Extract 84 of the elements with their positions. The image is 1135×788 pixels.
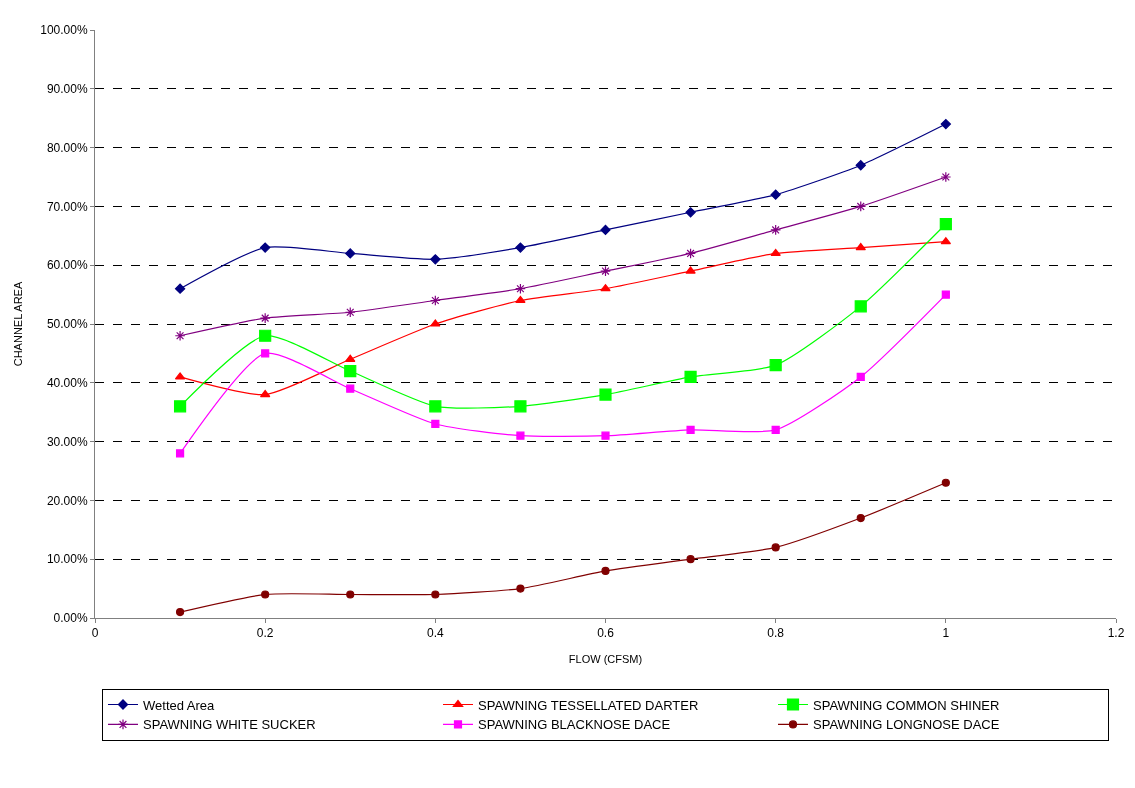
point	[345, 354, 356, 362]
point	[940, 118, 951, 130]
point	[940, 171, 952, 183]
point	[515, 283, 526, 295]
y-tick-label: 50.00%	[46, 317, 88, 332]
point	[770, 248, 781, 257]
legend-label: SPAWNING WHITE SUCKER	[143, 717, 316, 733]
y-tick-label: 30.00%	[46, 434, 88, 449]
point	[769, 359, 782, 372]
point	[601, 431, 610, 440]
point	[430, 254, 441, 265]
point	[855, 242, 866, 251]
point	[685, 248, 696, 259]
point	[856, 372, 865, 382]
x-tick-label: 0.6	[597, 626, 615, 641]
point	[770, 224, 782, 236]
y-tick-label: 80.00%	[46, 140, 88, 155]
x-tick-label: 0.2	[256, 626, 274, 641]
point	[173, 400, 187, 413]
point	[261, 590, 270, 599]
point	[344, 306, 356, 318]
y-tick-label: 40.00%	[46, 376, 88, 390]
point	[939, 217, 952, 231]
y-axis-title: CHANNEL AREA	[11, 281, 24, 367]
y-tick-label: 60.00%	[46, 258, 88, 273]
point	[684, 370, 697, 384]
x-tick-label: 0.8	[767, 626, 785, 641]
point	[941, 290, 950, 299]
point	[259, 329, 272, 342]
point	[431, 590, 440, 599]
legend-label: SPAWNING BLACKNOSE DACE	[478, 717, 671, 733]
point	[345, 248, 356, 259]
point	[771, 425, 780, 434]
point	[516, 431, 525, 440]
point	[855, 201, 867, 212]
point	[259, 389, 271, 398]
x-axis-title: FLOW (CFSM)	[568, 652, 643, 665]
point	[514, 400, 527, 413]
point	[941, 478, 950, 487]
y-tick-label: 20.00%	[46, 493, 88, 508]
point	[344, 364, 357, 378]
point	[685, 207, 696, 218]
legend-label: SPAWNING TESSELLATED DARTER	[478, 697, 699, 713]
point	[430, 319, 441, 327]
x-tick-label: 1.2	[1107, 626, 1125, 641]
point	[515, 295, 526, 304]
point	[429, 400, 442, 413]
point	[260, 242, 271, 253]
point	[600, 224, 611, 236]
point	[516, 584, 525, 593]
point	[854, 300, 867, 313]
y-tick-label: 10.00%	[46, 552, 88, 567]
point	[261, 349, 270, 358]
point	[346, 384, 355, 393]
point	[686, 555, 695, 564]
point	[600, 265, 611, 277]
point	[346, 590, 355, 599]
point	[601, 566, 610, 576]
point	[174, 283, 186, 294]
y-tick-label: 100.00%	[40, 23, 88, 38]
point	[771, 543, 780, 552]
point	[686, 425, 695, 434]
y-tick-label: 0.00%	[53, 611, 88, 626]
point	[429, 295, 441, 306]
y-tick-label: 90.00%	[46, 82, 88, 96]
point	[685, 266, 696, 274]
point	[259, 312, 271, 324]
point	[855, 160, 866, 171]
point	[431, 419, 440, 429]
point	[600, 284, 611, 292]
legend-label: Wetted Area	[143, 697, 216, 713]
point	[856, 513, 865, 523]
x-tick-label: 0	[91, 626, 99, 641]
point	[599, 388, 612, 401]
point	[174, 330, 186, 342]
point	[175, 449, 185, 458]
point	[770, 189, 781, 200]
legend-label: SPAWNING COMMON SHINER	[813, 697, 1000, 713]
x-tick-label: 0.4	[426, 626, 444, 641]
y-tick-label: 70.00%	[46, 199, 88, 214]
legend-label: SPAWNING LONGNOSE DACE	[813, 717, 1000, 733]
point	[175, 608, 185, 617]
point	[515, 242, 526, 253]
x-tick-label: 1	[942, 626, 950, 641]
